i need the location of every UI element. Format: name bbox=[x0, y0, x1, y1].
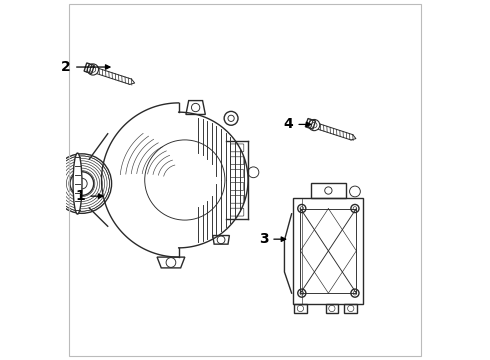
Text: 1: 1 bbox=[75, 189, 103, 203]
Text: 4: 4 bbox=[284, 117, 311, 131]
Ellipse shape bbox=[73, 153, 82, 214]
Text: 2: 2 bbox=[61, 60, 110, 74]
Text: 3: 3 bbox=[259, 232, 286, 246]
